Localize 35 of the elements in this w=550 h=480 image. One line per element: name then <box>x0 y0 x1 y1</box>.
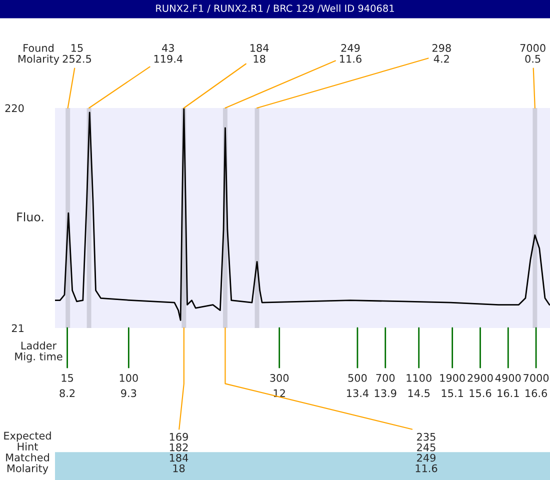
x-tick-label: 13.9 <box>374 389 396 398</box>
x-tick-label: 15.1 <box>442 389 463 398</box>
annotation: 169 182 184 18 <box>170 432 188 472</box>
text: 7000 <box>524 374 549 382</box>
text: 300 <box>270 374 289 382</box>
band-label: 298 4.2 <box>432 44 451 63</box>
text: 100 <box>120 374 138 382</box>
band-label: 7000 0.5 <box>520 44 546 63</box>
y-axis-title: Fluo. <box>17 212 44 222</box>
text: 1900 <box>440 374 465 382</box>
text: 500 <box>348 374 367 382</box>
y-tick-label: 220 <box>5 104 24 112</box>
text: Found Molarity <box>18 44 60 65</box>
y-tick-label: 21 <box>12 324 24 332</box>
x-tick-label: 14.5 <box>408 389 430 398</box>
annotation: 235 245 249 11.6 <box>416 432 438 472</box>
text: 4900 <box>495 374 521 382</box>
x-tick-label: 15.6 <box>470 389 492 398</box>
text: Expected Hint Matched Molarity <box>4 432 51 474</box>
text: 700 <box>376 374 395 382</box>
line-series <box>55 108 550 321</box>
band-label: 43 119.4 <box>154 44 182 63</box>
x-tick-label: 9.3 <box>121 389 136 398</box>
band-label: 249 11.6 <box>340 44 362 63</box>
x-tick-label: 16.6 <box>526 389 547 398</box>
chart-title: RUNX2.F1 / RUNX2.R1 / BRC 129 /Well ID 940681 <box>156 4 394 13</box>
text: Ladder Mig. time <box>15 341 62 362</box>
band-label: 184 18 <box>250 44 269 63</box>
x-tick-label: 8.2 <box>60 389 75 398</box>
x-tick-label: 16.1 <box>498 389 519 398</box>
text: 2900 <box>468 374 493 382</box>
x-tick-label: 13.4 <box>347 389 368 398</box>
text: 1100 <box>406 374 432 382</box>
band-label: 15 252.5 <box>62 44 91 63</box>
text: 15 <box>62 374 73 382</box>
